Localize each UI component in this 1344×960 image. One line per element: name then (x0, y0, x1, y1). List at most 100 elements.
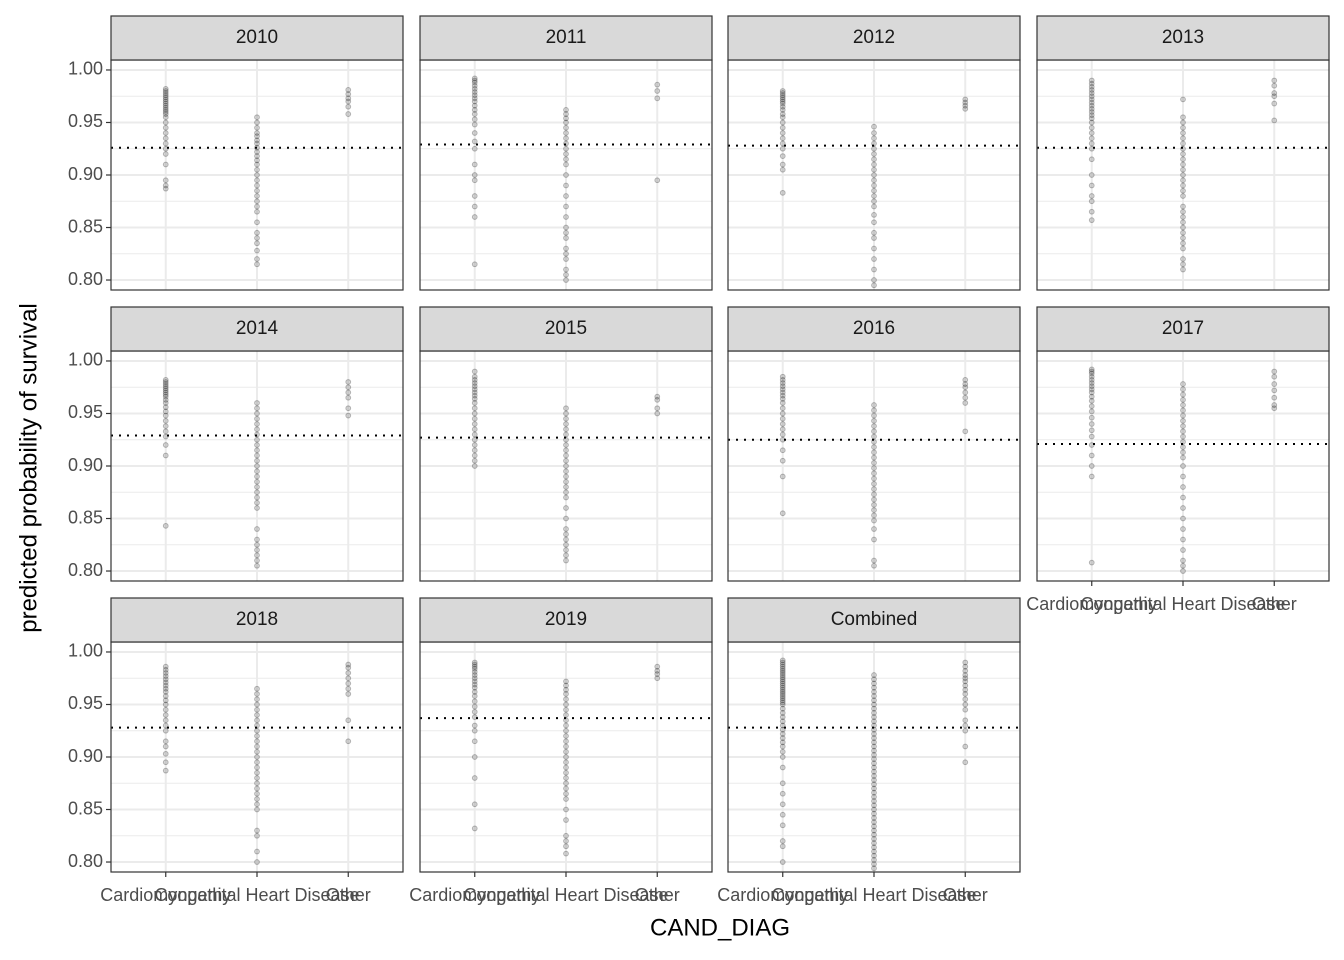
point (871, 465, 877, 472)
point (962, 376, 969, 383)
point (254, 442, 260, 448)
point (162, 88, 169, 94)
point (563, 678, 569, 685)
x-tick-label: Congenital Heart Disease (1080, 594, 1285, 614)
point (779, 510, 786, 517)
point (779, 431, 786, 438)
point (345, 661, 352, 668)
point (962, 678, 969, 685)
point (871, 517, 877, 524)
point (779, 94, 786, 101)
strip-background (110, 306, 404, 352)
point (962, 96, 969, 103)
point (779, 98, 786, 105)
point (1180, 261, 1186, 268)
point (871, 161, 877, 168)
point (871, 187, 877, 194)
strip-background (727, 306, 1021, 352)
point (563, 780, 569, 787)
point (779, 114, 786, 121)
point (254, 696, 260, 703)
point (254, 827, 260, 834)
point (563, 426, 569, 433)
point (1088, 99, 1095, 106)
point (871, 449, 877, 456)
point (779, 386, 786, 393)
point (471, 738, 478, 745)
point (471, 452, 478, 459)
point (563, 494, 569, 501)
point (1180, 235, 1186, 241)
point (1088, 376, 1095, 383)
point (563, 468, 569, 475)
point (1180, 203, 1186, 210)
point (1088, 124, 1095, 131)
point (871, 730, 877, 737)
strip-background (727, 597, 1021, 643)
point (471, 672, 478, 678)
point (254, 712, 260, 718)
point (1180, 396, 1186, 403)
point (471, 145, 478, 152)
point (654, 410, 661, 417)
point (1088, 135, 1095, 142)
point (162, 666, 169, 673)
point (162, 417, 169, 424)
point (471, 89, 478, 95)
point (254, 759, 260, 766)
y-tick-label: 1.00 (68, 641, 103, 661)
point (871, 852, 877, 859)
point (254, 161, 260, 168)
point (779, 392, 786, 399)
point (563, 124, 569, 131)
y-tick-label: 0.80 (68, 851, 103, 871)
point (1088, 90, 1095, 96)
point (345, 405, 352, 412)
point (871, 819, 877, 826)
point (563, 536, 569, 543)
point (471, 121, 478, 128)
x-tick-label: Cardiomyopathy (717, 885, 848, 905)
point (471, 708, 478, 715)
point (962, 99, 969, 106)
point (563, 790, 569, 797)
point (1180, 193, 1186, 199)
strip-label: 2014 (236, 318, 279, 339)
point (254, 484, 260, 490)
point (779, 140, 786, 147)
point (1180, 449, 1186, 456)
point (1088, 380, 1095, 386)
point (471, 106, 478, 113)
point (779, 395, 786, 402)
point (871, 865, 877, 872)
point (162, 682, 169, 689)
point (471, 395, 478, 402)
point (779, 103, 786, 110)
point (254, 240, 260, 247)
point (1088, 403, 1095, 410)
point (654, 393, 661, 400)
point (1180, 407, 1186, 414)
point (962, 381, 969, 387)
point (871, 277, 877, 283)
point (471, 79, 478, 86)
point (162, 750, 169, 757)
point (162, 391, 169, 398)
point (471, 442, 478, 448)
point (871, 454, 877, 461)
point (162, 396, 169, 403)
point (162, 381, 169, 387)
point (471, 693, 478, 699)
point (1180, 166, 1186, 173)
point (471, 75, 478, 82)
point (871, 166, 877, 173)
point (563, 764, 569, 771)
point (254, 114, 260, 121)
point (1088, 208, 1095, 215)
point (1180, 536, 1186, 543)
point (471, 77, 478, 84)
point (654, 396, 661, 403)
point (471, 675, 478, 682)
point (162, 428, 169, 435)
